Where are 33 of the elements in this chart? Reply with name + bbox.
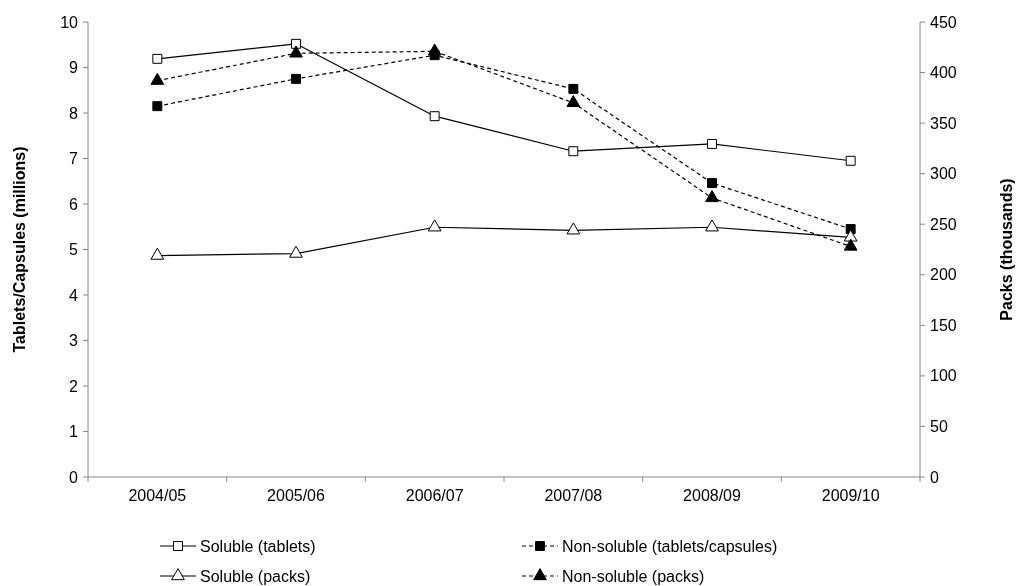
y-tick-label: 2 [69, 377, 79, 395]
y-tick-label: 8 [69, 104, 79, 122]
legend-label: Soluble (packs) [200, 567, 311, 585]
y-tick-label: 1 [69, 423, 79, 441]
y2-tick-label: 400 [930, 64, 957, 82]
x-tick-label: 2004/05 [128, 487, 187, 504]
x-tick-label: 2009/10 [821, 487, 880, 504]
y2-tick-label: 300 [930, 165, 957, 183]
y2-tick-label: 100 [930, 367, 957, 385]
y-tick-label: 10 [60, 13, 79, 31]
y-tick-label: 0 [69, 468, 79, 486]
x-tick-label: 2007/08 [544, 487, 603, 504]
y2-tick-label: 450 [930, 13, 957, 31]
y2-tick-label: 150 [930, 316, 957, 334]
y-tick-label: 9 [69, 59, 79, 77]
legend-label: Non-soluble (tablets/capsules) [562, 537, 778, 555]
y-tick-label: 3 [69, 332, 79, 350]
x-tick-label: 2005/06 [267, 487, 326, 504]
y2-tick-label: 350 [930, 114, 957, 132]
y-axis-title: Tablets/Capsules (millions) [11, 146, 28, 353]
legend-label: Soluble (tablets) [200, 537, 316, 555]
y-tick-label: 5 [69, 241, 79, 259]
x-tick-label: 2008/09 [683, 487, 742, 504]
y-tick-label: 6 [69, 195, 79, 213]
legend-label: Non-soluble (packs) [562, 567, 705, 585]
y2-tick-label: 250 [930, 215, 957, 233]
y-tick-label: 4 [69, 286, 79, 304]
y2-tick-label: 200 [930, 266, 957, 284]
y2-axis-title: Packs (thousands) [998, 178, 1015, 321]
y2-tick-label: 50 [930, 418, 948, 436]
x-tick-label: 2006/07 [405, 487, 464, 504]
y-tick-label: 7 [69, 150, 79, 168]
y2-tick-label: 0 [930, 468, 939, 486]
